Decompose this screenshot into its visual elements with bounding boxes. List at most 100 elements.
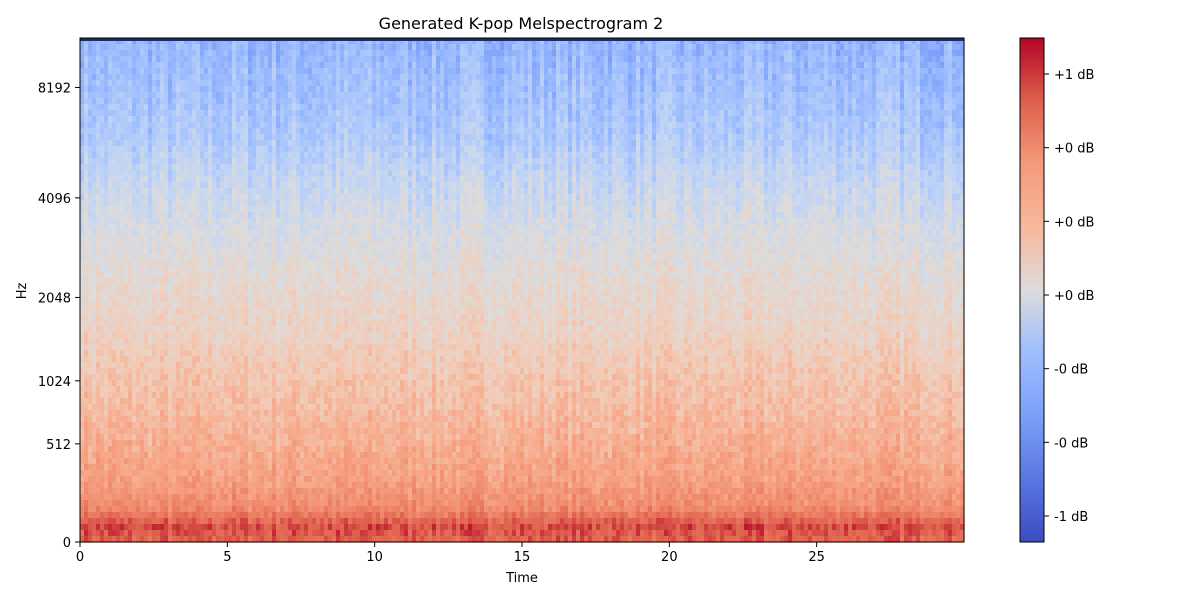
heatmap-cell bbox=[592, 104, 597, 111]
heatmap-cell bbox=[104, 98, 109, 105]
heatmap-cell bbox=[952, 80, 957, 87]
heatmap-cell bbox=[128, 134, 133, 141]
heatmap-cell bbox=[872, 86, 877, 93]
heatmap-cell bbox=[596, 140, 601, 147]
heatmap-cell bbox=[216, 80, 221, 87]
heatmap-cell bbox=[304, 92, 309, 99]
heatmap-cell bbox=[448, 128, 453, 135]
heatmap-cell bbox=[688, 116, 693, 123]
heatmap-cell bbox=[540, 152, 545, 159]
heatmap-cell bbox=[760, 158, 765, 165]
heatmap-cell bbox=[488, 62, 493, 69]
heatmap-cell bbox=[308, 152, 313, 159]
heatmap-cell bbox=[136, 152, 141, 159]
heatmap-cell bbox=[356, 62, 361, 69]
heatmap-cell bbox=[104, 140, 109, 147]
heatmap-cell bbox=[328, 98, 333, 105]
heatmap-cell bbox=[940, 140, 945, 147]
heatmap-cell bbox=[400, 56, 405, 63]
heatmap-cell bbox=[416, 92, 421, 99]
heatmap-cell bbox=[412, 128, 417, 135]
heatmap-cell bbox=[748, 104, 753, 111]
heatmap-cell bbox=[876, 140, 881, 147]
heatmap-cell bbox=[668, 104, 673, 111]
heatmap-cell bbox=[400, 128, 405, 135]
heatmap-cell bbox=[444, 98, 449, 105]
heatmap-cell bbox=[884, 158, 889, 165]
heatmap-cell bbox=[932, 80, 937, 87]
heatmap-cell bbox=[500, 50, 505, 57]
heatmap-cell bbox=[344, 86, 349, 93]
heatmap-cell bbox=[520, 158, 525, 165]
heatmap-cell bbox=[596, 104, 601, 111]
heatmap-cell bbox=[568, 158, 573, 165]
heatmap-cell bbox=[452, 68, 457, 75]
heatmap-cell bbox=[216, 104, 221, 111]
heatmap-cell bbox=[624, 152, 629, 159]
heatmap-cell bbox=[344, 110, 349, 117]
heatmap-cell bbox=[332, 152, 337, 159]
heatmap-cell bbox=[656, 146, 661, 153]
heatmap-cell bbox=[136, 98, 141, 105]
heatmap-cell bbox=[376, 122, 381, 129]
heatmap-cell bbox=[688, 56, 693, 63]
heatmap-cell bbox=[164, 80, 169, 87]
heatmap-cell bbox=[560, 50, 565, 57]
heatmap-cell bbox=[900, 110, 905, 117]
heatmap-cell bbox=[704, 56, 709, 63]
heatmap-cell bbox=[468, 68, 473, 75]
heatmap-cell bbox=[644, 122, 649, 129]
heatmap-cell bbox=[648, 104, 653, 111]
heatmap-cell bbox=[368, 164, 373, 171]
heatmap-cell bbox=[936, 128, 941, 135]
heatmap-cell bbox=[572, 56, 577, 63]
heatmap-cell bbox=[240, 80, 245, 87]
heatmap-cell bbox=[120, 128, 125, 135]
heatmap-cell bbox=[932, 110, 937, 117]
heatmap-cell bbox=[504, 62, 509, 69]
heatmap-cell bbox=[928, 152, 933, 159]
heatmap-cell bbox=[576, 80, 581, 87]
heatmap-cell bbox=[536, 68, 541, 75]
heatmap-cell bbox=[668, 122, 673, 129]
heatmap-cell bbox=[320, 170, 325, 177]
heatmap-cell bbox=[544, 74, 549, 81]
heatmap-cell bbox=[156, 98, 161, 105]
heatmap-cell bbox=[120, 98, 125, 105]
heatmap-cell bbox=[844, 50, 849, 57]
heatmap-cell bbox=[604, 62, 609, 69]
heatmap-cell bbox=[860, 158, 865, 165]
heatmap-cell bbox=[520, 92, 525, 99]
heatmap-cell bbox=[508, 104, 513, 111]
heatmap-cell bbox=[176, 128, 181, 135]
heatmap-cell bbox=[532, 110, 537, 117]
heatmap-cell bbox=[612, 74, 617, 81]
heatmap-cell bbox=[324, 116, 329, 123]
heatmap-cell bbox=[844, 92, 849, 99]
heatmap-cell bbox=[228, 164, 233, 171]
heatmap-cell bbox=[464, 98, 469, 105]
heatmap-cell bbox=[820, 122, 825, 129]
heatmap-cell bbox=[796, 158, 801, 165]
heatmap-cell bbox=[472, 128, 477, 135]
heatmap-cell bbox=[940, 50, 945, 57]
heatmap-cell bbox=[276, 68, 281, 75]
heatmap-cell bbox=[496, 134, 501, 141]
heatmap-cell bbox=[508, 98, 513, 105]
heatmap-cell bbox=[512, 86, 517, 93]
heatmap-cell bbox=[140, 104, 145, 111]
heatmap-cell bbox=[716, 104, 721, 111]
heatmap-cell bbox=[820, 140, 825, 147]
heatmap-cell bbox=[928, 62, 933, 69]
heatmap-cell bbox=[540, 44, 545, 51]
heatmap-cell bbox=[396, 50, 401, 57]
heatmap-cell bbox=[112, 92, 117, 99]
heatmap-cell bbox=[712, 74, 717, 81]
heatmap-cell bbox=[616, 110, 621, 117]
heatmap-cell bbox=[924, 50, 929, 57]
heatmap-cell bbox=[396, 134, 401, 141]
heatmap-cell bbox=[248, 158, 253, 165]
heatmap-cell bbox=[528, 170, 533, 177]
heatmap-cell bbox=[624, 68, 629, 75]
heatmap-cell bbox=[872, 104, 877, 111]
